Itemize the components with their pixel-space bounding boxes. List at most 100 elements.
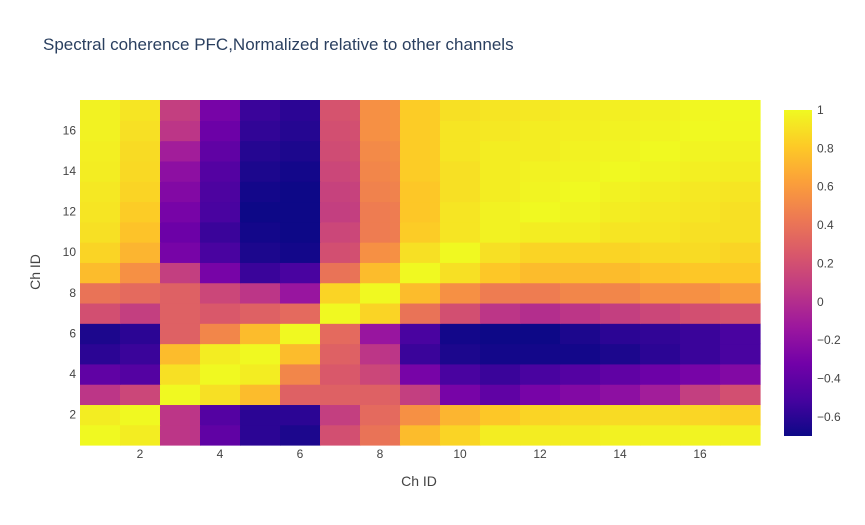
heatmap-cell	[680, 242, 721, 263]
heatmap-cell	[320, 160, 361, 182]
heatmap-cell	[600, 424, 641, 446]
heatmap-cell	[240, 181, 281, 203]
heatmap-cell	[200, 221, 241, 243]
colorbar-tick-label: 0.2	[817, 256, 834, 270]
heatmap-cell	[120, 181, 161, 203]
heatmap-cell	[240, 262, 281, 284]
heatmap-cell	[360, 323, 401, 345]
heatmap-cell	[240, 343, 281, 365]
heatmap-cell	[360, 262, 401, 284]
x-tick-label: 4	[217, 447, 224, 461]
heatmap-cell	[720, 282, 761, 304]
heatmap-cell	[720, 343, 761, 365]
heatmap-cell	[280, 384, 321, 406]
heatmap-cell	[520, 302, 561, 324]
heatmap-cell	[600, 384, 641, 406]
heatmap-cell	[280, 363, 321, 385]
heatmap-cell	[480, 302, 521, 324]
colorbar-tick-label: 1	[817, 103, 824, 117]
heatmap-cell	[200, 424, 241, 446]
heatmap-cell	[80, 120, 121, 142]
heatmap-cell	[560, 323, 601, 345]
heatmap-cell	[480, 100, 521, 121]
heatmap-cell	[520, 323, 561, 345]
heatmap-cell	[320, 384, 361, 406]
heatmap-cell	[280, 404, 321, 426]
heatmap-cell	[640, 140, 681, 162]
heatmap-cell	[560, 282, 601, 304]
heatmap-cell	[360, 302, 401, 324]
heatmap-cell	[520, 343, 561, 365]
heatmap-cell	[680, 323, 721, 345]
heatmap-cell	[720, 242, 761, 263]
heatmap-cell	[480, 201, 521, 223]
heatmap-cell	[80, 100, 121, 121]
heatmap-cell	[560, 221, 601, 243]
heatmap-cell	[80, 262, 121, 284]
y-tick-label: 12	[63, 205, 77, 219]
heatmap-cell	[440, 140, 481, 162]
heatmap-cell	[680, 424, 721, 446]
heatmap-cell	[360, 140, 401, 162]
heatmap-cell	[240, 282, 281, 304]
heatmap-cell	[320, 181, 361, 203]
heatmap-cell	[680, 221, 721, 243]
heatmap-cell	[560, 120, 601, 142]
heatmap-cell	[600, 302, 641, 324]
heatmap-cell	[640, 100, 681, 121]
heatmap-cell	[480, 343, 521, 365]
heatmap-cell	[560, 160, 601, 182]
heatmap-cell	[720, 323, 761, 345]
heatmap-cell	[560, 201, 601, 223]
heatmap-cell	[600, 100, 641, 121]
y-tick-label: 2	[69, 408, 76, 422]
heatmap-cell	[80, 343, 121, 365]
heatmap-cell	[80, 242, 121, 263]
heatmap-cell	[560, 384, 601, 406]
heatmap-cell	[400, 323, 441, 345]
heatmap-cell	[240, 201, 281, 223]
heatmap-cell	[200, 140, 241, 162]
heatmap-cell	[120, 384, 161, 406]
heatmap-cell	[160, 201, 201, 223]
heatmap-cell	[200, 363, 241, 385]
heatmap-cell	[440, 323, 481, 345]
heatmap-cell	[280, 100, 321, 121]
heatmap-cell	[560, 100, 601, 121]
heatmap-cell	[120, 302, 161, 324]
heatmap-cell	[280, 262, 321, 284]
heatmap-cell	[440, 120, 481, 142]
y-tick-label: 4	[69, 367, 76, 381]
heatmap-cell	[720, 140, 761, 162]
heatmap-cell	[520, 201, 561, 223]
heatmap-cell	[640, 201, 681, 223]
heatmap-cell	[200, 302, 241, 324]
heatmap-cell	[200, 120, 241, 142]
heatmap-cell	[560, 363, 601, 385]
heatmap-cell	[280, 282, 321, 304]
x-tick-label: 8	[377, 447, 384, 461]
heatmap-cell	[200, 242, 241, 263]
chart-title: Spectral coherence PFC,Normalized relati…	[43, 35, 514, 54]
heatmap-cell	[360, 181, 401, 203]
heatmap-cell	[440, 384, 481, 406]
heatmap-cell	[720, 181, 761, 203]
heatmap-cell	[600, 323, 641, 345]
heatmap-cell	[160, 282, 201, 304]
colorbar-tick-label: 0	[817, 295, 824, 309]
heatmap-cell	[440, 404, 481, 426]
heatmap-cell	[640, 282, 681, 304]
heatmap-cell	[320, 262, 361, 284]
heatmap-cell	[720, 363, 761, 385]
heatmap-cell	[160, 343, 201, 365]
heatmap-cell	[400, 404, 441, 426]
heatmap-cell	[480, 384, 521, 406]
heatmap-cell	[320, 323, 361, 345]
heatmap-cell	[720, 384, 761, 406]
heatmap-cell	[80, 384, 121, 406]
heatmap-cell	[400, 282, 441, 304]
heatmap-cell	[320, 221, 361, 243]
heatmap-cell	[520, 404, 561, 426]
heatmap-cell	[640, 160, 681, 182]
heatmap-cell	[680, 404, 721, 426]
